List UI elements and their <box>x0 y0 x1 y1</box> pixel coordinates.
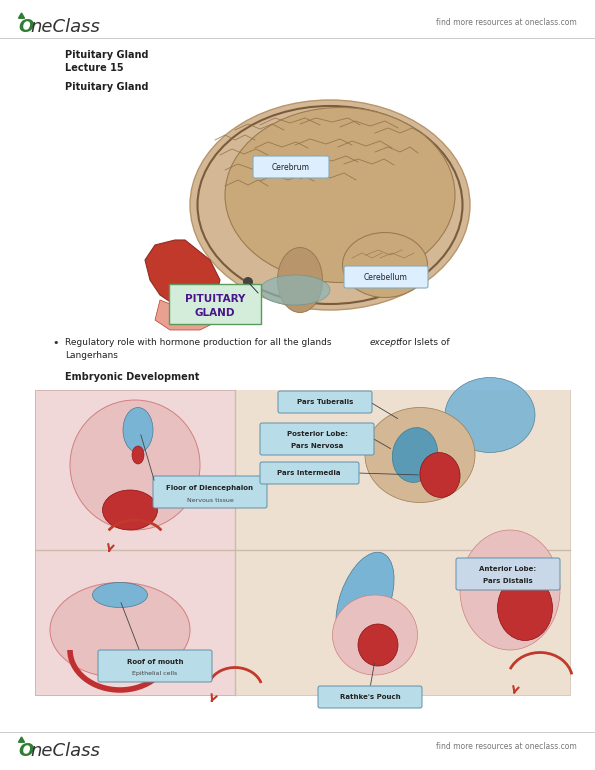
Ellipse shape <box>260 275 330 305</box>
FancyBboxPatch shape <box>35 390 235 695</box>
Ellipse shape <box>343 233 427 297</box>
FancyBboxPatch shape <box>235 550 570 695</box>
Text: Pituitary Gland: Pituitary Gland <box>65 82 149 92</box>
FancyBboxPatch shape <box>318 686 422 708</box>
FancyBboxPatch shape <box>260 423 374 455</box>
FancyBboxPatch shape <box>153 476 267 508</box>
Ellipse shape <box>392 427 438 482</box>
Text: for Islets of: for Islets of <box>396 338 450 347</box>
FancyBboxPatch shape <box>456 558 560 590</box>
Ellipse shape <box>460 530 560 650</box>
Text: Floor of Diencephalon: Floor of Diencephalon <box>167 485 253 491</box>
Ellipse shape <box>420 453 460 497</box>
Ellipse shape <box>358 624 398 666</box>
Text: Anterior Lobe:: Anterior Lobe: <box>480 566 537 572</box>
Text: Pituitary Gland: Pituitary Gland <box>65 50 149 60</box>
FancyBboxPatch shape <box>344 266 428 288</box>
FancyBboxPatch shape <box>278 391 372 413</box>
Text: Nervous tissue: Nervous tissue <box>187 497 233 503</box>
Ellipse shape <box>225 108 455 283</box>
Ellipse shape <box>102 490 158 530</box>
Text: Langerhans: Langerhans <box>65 351 118 360</box>
FancyBboxPatch shape <box>260 462 359 484</box>
Text: Embryonic Development: Embryonic Development <box>65 372 199 382</box>
Ellipse shape <box>445 377 535 453</box>
Text: GLAND: GLAND <box>195 308 235 318</box>
Text: Regulatory role with hormone production for all the glands: Regulatory role with hormone production … <box>65 338 334 347</box>
Ellipse shape <box>123 407 153 453</box>
Text: except: except <box>370 338 400 347</box>
Text: Lecture 15: Lecture 15 <box>65 63 124 73</box>
Text: Rathke's Pouch: Rathke's Pouch <box>340 694 400 700</box>
Text: Pars Intermedia: Pars Intermedia <box>277 470 341 476</box>
Text: neClass: neClass <box>30 18 100 36</box>
Text: Cerebrum: Cerebrum <box>272 162 310 172</box>
Polygon shape <box>155 300 220 330</box>
FancyBboxPatch shape <box>98 650 212 682</box>
Ellipse shape <box>277 247 322 313</box>
Ellipse shape <box>336 552 394 648</box>
Ellipse shape <box>497 575 553 641</box>
Ellipse shape <box>132 446 144 464</box>
Text: Roof of mouth: Roof of mouth <box>127 659 183 665</box>
Text: find more resources at oneclass.com: find more resources at oneclass.com <box>436 742 577 751</box>
Polygon shape <box>145 240 220 310</box>
Text: find more resources at oneclass.com: find more resources at oneclass.com <box>436 18 577 27</box>
Text: Pars Nervosa: Pars Nervosa <box>291 443 343 449</box>
Text: •: • <box>52 338 58 348</box>
FancyBboxPatch shape <box>253 156 329 178</box>
Ellipse shape <box>190 100 470 310</box>
Text: Pars Tuberalis: Pars Tuberalis <box>297 399 353 405</box>
Text: PITUITARY: PITUITARY <box>185 294 245 304</box>
Ellipse shape <box>365 407 475 503</box>
Circle shape <box>243 277 253 287</box>
Ellipse shape <box>50 582 190 678</box>
Text: Cerebellum: Cerebellum <box>364 273 408 282</box>
Ellipse shape <box>333 595 418 675</box>
Text: Posterior Lobe:: Posterior Lobe: <box>287 431 347 437</box>
Text: neClass: neClass <box>30 742 100 760</box>
FancyBboxPatch shape <box>235 390 570 550</box>
Text: Epithelial cells: Epithelial cells <box>132 671 178 675</box>
Text: O: O <box>18 18 33 36</box>
Text: O: O <box>18 742 33 760</box>
FancyBboxPatch shape <box>169 284 261 324</box>
Ellipse shape <box>92 582 148 608</box>
Ellipse shape <box>70 400 200 530</box>
Text: Pars Distalis: Pars Distalis <box>483 578 533 584</box>
FancyBboxPatch shape <box>35 390 570 695</box>
